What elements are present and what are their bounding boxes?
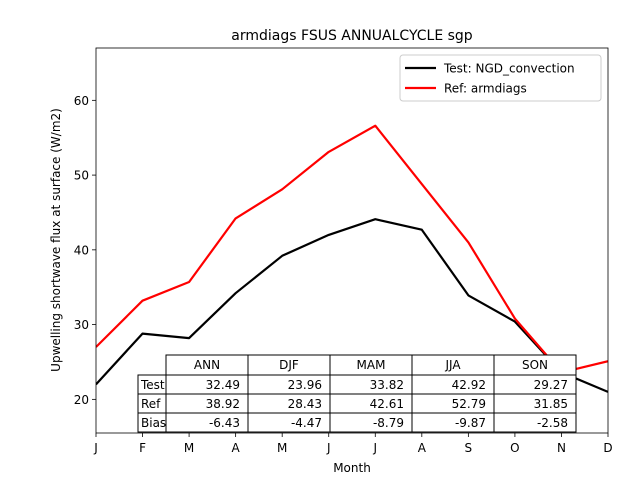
table-header-label: JJA bbox=[444, 358, 461, 372]
table-cell-value: 23.96 bbox=[288, 378, 322, 392]
x-tick-label: J bbox=[326, 441, 331, 455]
x-tick-label: D bbox=[603, 441, 612, 455]
table-bg bbox=[138, 375, 576, 432]
table-cell-value: 38.92 bbox=[206, 397, 240, 411]
table-cell-value: 32.49 bbox=[206, 378, 240, 392]
table-cell-value: -2.58 bbox=[537, 416, 568, 430]
x-tick-label: M bbox=[277, 441, 287, 455]
table-cell-value: 42.92 bbox=[452, 378, 486, 392]
legend-box bbox=[399, 54, 602, 102]
table-cell-value: 42.61 bbox=[370, 397, 404, 411]
x-tick-label: M bbox=[184, 441, 194, 455]
x-tick-label: O bbox=[510, 441, 519, 455]
series-line-0 bbox=[96, 218, 608, 393]
table-header-label: MAM bbox=[357, 358, 386, 372]
table-row-label: Ref bbox=[141, 397, 161, 411]
stats-table: ANN DJF MAM JJA SON Test 32.49 23.96 33.82 42.92 2… bbox=[137, 354, 577, 433]
y-tick-label: 60 bbox=[74, 94, 89, 108]
table-cell-value: -9.87 bbox=[455, 416, 486, 430]
legend-label-0: Test: NGD_convection bbox=[443, 62, 575, 76]
x-tick-label: F bbox=[139, 441, 146, 455]
x-tick-label: J bbox=[93, 441, 98, 455]
table-cell bbox=[493, 412, 577, 433]
table-cell-value: -6.43 bbox=[209, 416, 240, 430]
table-cell-value: 52.79 bbox=[452, 397, 486, 411]
table-cell-value: 29.27 bbox=[534, 378, 568, 392]
x-axis-label: Month bbox=[333, 461, 371, 475]
plot-frame bbox=[95, 47, 609, 434]
table-row-label: Bias bbox=[141, 416, 166, 430]
y-tick-label: 30 bbox=[74, 318, 89, 332]
y-tick-label: 40 bbox=[74, 243, 89, 257]
x-tick-label: N bbox=[557, 441, 566, 455]
x-tick-label: S bbox=[465, 441, 473, 455]
y-tick-label: 20 bbox=[74, 393, 89, 407]
legend-label-1: Ref: armdiags bbox=[444, 82, 527, 96]
table-header-label: DJF bbox=[279, 358, 299, 372]
y-tick-label: 50 bbox=[74, 169, 89, 183]
table-cell-value: 28.43 bbox=[288, 397, 322, 411]
table-row-label: Test bbox=[140, 378, 165, 392]
series-line-1 bbox=[96, 124, 608, 374]
table-cell-value: -4.47 bbox=[291, 416, 322, 430]
y-axis-ticks: 20 30 40 50 60 bbox=[74, 94, 96, 407]
table-header-label: SON bbox=[522, 358, 548, 372]
x-tick-label: A bbox=[418, 441, 427, 455]
x-tick-label: J bbox=[372, 441, 377, 455]
table-cell-value: 31.85 bbox=[534, 397, 568, 411]
x-tick-label: A bbox=[232, 441, 241, 455]
table-header-bg bbox=[166, 355, 576, 375]
y-axis-label: Upwelling shortwave flux at surface (W/m… bbox=[49, 108, 63, 372]
table-header-label: ANN bbox=[194, 358, 220, 372]
table-cell-value: 33.82 bbox=[370, 378, 404, 392]
legend: Test: NGD_convection Ref: armdiags bbox=[399, 54, 602, 102]
chart-title: armdiags FSUS ANNUALCYCLE sgp bbox=[231, 28, 473, 44]
series-layer bbox=[96, 124, 608, 393]
table-cell-value: -8.79 bbox=[373, 416, 404, 430]
